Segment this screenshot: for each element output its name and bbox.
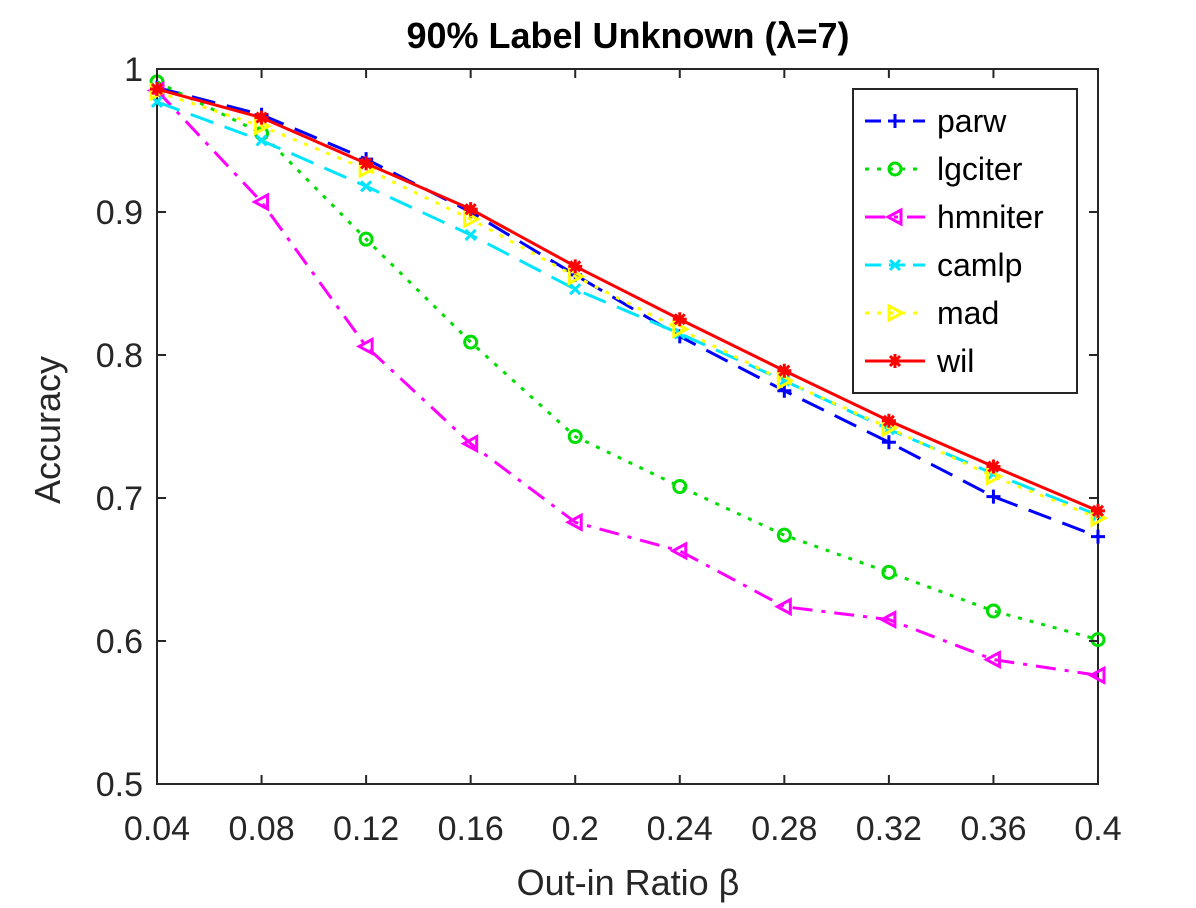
legend-label: hmniter	[937, 199, 1044, 235]
data-point-parw	[986, 489, 1001, 504]
series-line-camlp	[156, 100, 1099, 517]
data-point-camlp	[255, 134, 268, 147]
data-point-lgciter	[1090, 632, 1106, 648]
x-axis-label: Out-in Ratio β	[517, 862, 740, 903]
data-point-parw	[881, 435, 896, 450]
data-point-hmniter	[983, 650, 1001, 670]
legend-item-mad: mad	[865, 295, 999, 331]
data-point-wil	[254, 110, 269, 125]
data-point-lgciter	[672, 479, 688, 495]
x-tick-label: 0.4	[1074, 810, 1121, 848]
data-point-lgciter	[776, 527, 792, 543]
series-layer	[146, 74, 1109, 685]
x-tick-label: 0.36	[960, 810, 1026, 848]
chart-title: 90% Label Unknown (λ=7)	[406, 15, 849, 56]
y-tick-label: 1	[124, 51, 143, 89]
data-point-lgciter	[463, 334, 479, 350]
data-point-wil	[463, 202, 478, 217]
data-point-wil	[1091, 503, 1105, 518]
y-tick-label: 0.7	[96, 480, 143, 518]
legend-item-lgciter: lgciter	[865, 151, 1023, 187]
y-tick-label: 0.5	[96, 766, 143, 804]
data-point-lgciter	[567, 429, 583, 445]
legend-marker	[888, 114, 902, 128]
series-line-mad	[156, 90, 1099, 520]
data-point-wil	[568, 259, 583, 274]
legend-item-parw: parw	[865, 103, 1007, 139]
legend-marker	[887, 161, 903, 177]
data-point-hmniter	[460, 434, 479, 454]
legend-label: mad	[937, 295, 999, 331]
y-tick-label: 0.9	[96, 194, 143, 232]
data-point-hmniter	[355, 336, 374, 356]
data-point-wil	[359, 156, 374, 171]
legend-item-hmniter: hmniter	[865, 199, 1044, 235]
series-line-parw	[156, 86, 1099, 539]
series-line-hmniter	[155, 89, 1099, 677]
legend-marker	[888, 354, 902, 368]
data-point-parw	[1091, 529, 1105, 544]
data-point-hmniter	[565, 512, 583, 532]
legend-label: parw	[937, 103, 1007, 139]
series-wil	[150, 82, 1105, 518]
x-tick-label: 0.12	[333, 810, 399, 848]
legend: parw lgciter hmniter camlp mad wil	[852, 88, 1078, 394]
x-tick-label: 0.32	[856, 810, 922, 848]
data-point-camlp	[464, 228, 477, 241]
data-point-wil	[672, 312, 687, 327]
legend-label: camlp	[937, 247, 1022, 283]
data-point-wil	[777, 363, 792, 378]
data-point-hmniter	[774, 597, 792, 617]
data-point-hmniter	[878, 610, 897, 630]
data-point-wil	[881, 413, 896, 428]
data-point-hmniter	[669, 541, 688, 561]
x-tick-label: 0.2	[552, 810, 599, 848]
x-tick-label: 0.16	[438, 810, 504, 848]
y-tick-label: 0.6	[96, 623, 143, 661]
y-axis: 0.5 0.6 0.7 0.8 0.9 1	[96, 51, 1098, 804]
legend-label: wil	[936, 343, 974, 379]
series-line-wil	[156, 87, 1099, 513]
data-point-lgciter	[881, 564, 897, 580]
data-point-lgciter	[358, 231, 374, 247]
data-point-wil	[150, 82, 164, 97]
y-tick-label: 0.8	[96, 337, 143, 375]
legend-marker	[888, 258, 902, 272]
legend-box	[852, 88, 1078, 394]
data-point-hmniter	[1087, 665, 1106, 685]
data-point-wil	[986, 459, 1001, 474]
legend-item-camlp: camlp	[865, 247, 1022, 283]
data-point-camlp	[569, 283, 582, 296]
series-hmniter	[146, 80, 1106, 685]
legend-label: lgciter	[937, 151, 1023, 187]
data-point-hmniter	[251, 192, 270, 212]
legend-item-wil: wil	[865, 343, 974, 379]
data-point-camlp	[360, 180, 373, 193]
x-tick-label: 0.28	[751, 810, 817, 848]
y-axis-label: Accuracy	[27, 356, 68, 504]
legend-marker	[884, 207, 903, 227]
legend-marker	[887, 303, 906, 323]
x-axis: 0.04 0.08 0.12 0.16 0.2 0.24 0.28 0.32 0.36 0.4	[124, 69, 1122, 848]
x-tick-label: 0.24	[647, 810, 713, 848]
x-tick-label: 0.04	[124, 810, 190, 848]
series-line-lgciter	[156, 80, 1099, 642]
data-point-lgciter	[985, 603, 1001, 619]
x-tick-label: 0.08	[228, 810, 294, 848]
